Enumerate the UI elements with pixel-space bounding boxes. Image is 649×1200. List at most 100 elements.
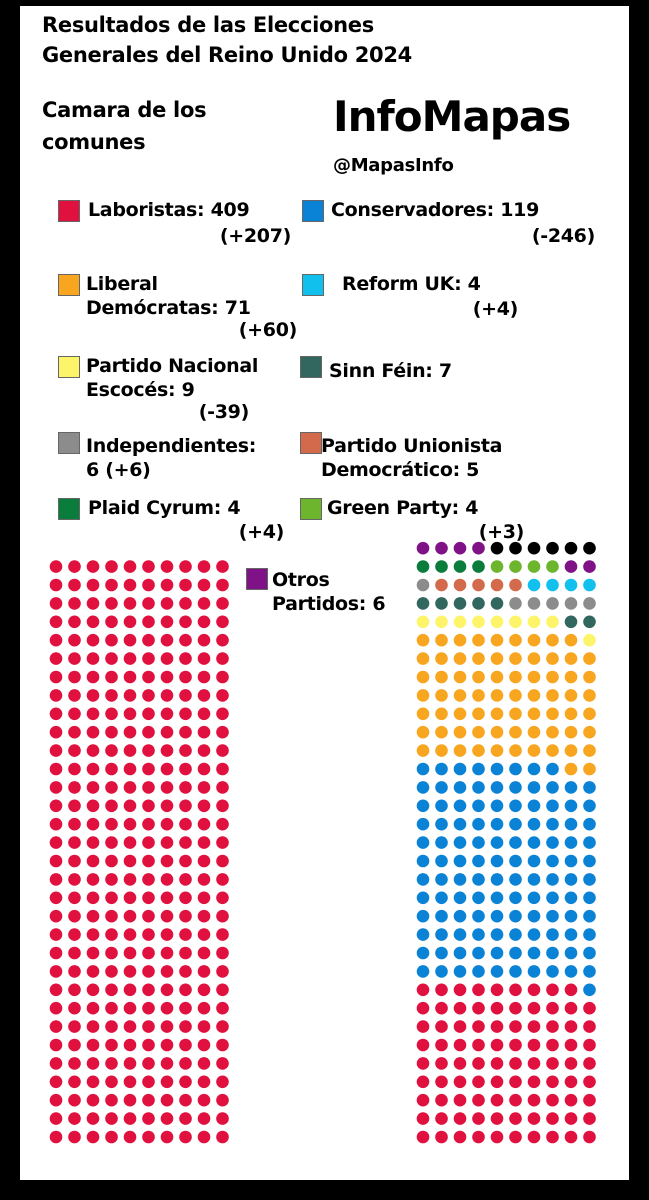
seat-dot-party (490, 1093, 504, 1107)
seat-dot-party (490, 1038, 504, 1052)
seat-dot-party (564, 1130, 578, 1144)
seat-dot-party (527, 1130, 541, 1144)
seat-dot-party (68, 983, 81, 997)
seat-dot-party (435, 983, 448, 997)
seat-dot-party (142, 633, 155, 647)
seat-dot-party (509, 873, 522, 886)
seat-dot-party (179, 799, 192, 813)
seat-dot-party (160, 652, 174, 665)
seat-dot-party (527, 1020, 541, 1033)
seat-dot-party (216, 909, 229, 923)
seat-dot-party (564, 725, 578, 739)
seat-dot-party (160, 836, 174, 849)
seat-dot-party (472, 836, 485, 849)
seat-dot-party (216, 1038, 229, 1052)
seat-dot-party (105, 1112, 118, 1125)
seat-dot-party (546, 1112, 559, 1125)
seat-dot-party (435, 817, 448, 831)
seat-dot-party (490, 560, 504, 573)
seat-dot-party (86, 854, 100, 868)
seat-dot-party (435, 633, 448, 647)
seat-dot-party (86, 1020, 100, 1033)
seat-dot-party (142, 836, 155, 849)
seat-dot-party (68, 1112, 81, 1125)
seat-dot-party (179, 689, 192, 702)
seat-dot-party (527, 597, 541, 610)
seat-dot-party (509, 928, 522, 941)
seat-dot-party (49, 725, 63, 739)
seat-dot-party (435, 799, 448, 813)
seat-dot-party (583, 1112, 596, 1125)
seat-dot-party (564, 909, 578, 923)
seat-dot-party (142, 928, 155, 941)
seat-dot-party (583, 873, 596, 886)
seat-dot-party (490, 1001, 504, 1015)
seat-dot-party (179, 744, 192, 757)
seat-dot-party (216, 928, 229, 941)
seat-dot-party (216, 762, 229, 776)
seat-dot-party (105, 946, 118, 960)
seat-dot-party (435, 597, 448, 610)
seat-dot-party (509, 689, 522, 702)
seat-dot-party (453, 909, 467, 923)
seat-dot-party (435, 652, 448, 665)
seat-dot-party (179, 781, 192, 794)
seat-dot-party (123, 836, 137, 849)
legend-change-libdem: (+60) (238, 319, 298, 341)
seat-dot-party (123, 1130, 137, 1144)
seat-dot-party (416, 1130, 430, 1144)
seat-dot-party (68, 1020, 81, 1033)
seat-dot-party (472, 560, 485, 573)
seat-dot-party (490, 873, 504, 886)
seat-dot-party (197, 670, 211, 684)
seat-dot-party (564, 817, 578, 831)
seat-dot-party (86, 689, 100, 702)
seat-dot-party (416, 689, 430, 702)
seat-dot-party (49, 597, 63, 610)
seat-dot-party (546, 633, 559, 647)
seat-dot-party (49, 1020, 63, 1033)
seat-dot-party (490, 836, 504, 849)
seat-dot-party (472, 578, 485, 592)
seat-dot-party (49, 670, 63, 684)
seat-dot-party (68, 744, 81, 757)
seat-dot-party (472, 652, 485, 665)
seat-dot-party (216, 836, 229, 849)
seat-dot-party (197, 1038, 211, 1052)
seat-dot-party (564, 1001, 578, 1015)
seat-dot-party (490, 1130, 504, 1144)
seat-dot-party (453, 1038, 467, 1052)
seat-dot-party (453, 578, 467, 592)
seat-dot-party (472, 670, 485, 684)
seat-dot-party (105, 983, 118, 997)
seat-dot-party (197, 633, 211, 647)
seat-dot-party (509, 854, 522, 868)
seat-dot-party (160, 1001, 174, 1015)
seat-dot-party (435, 670, 448, 684)
seat-dot-party (527, 873, 541, 886)
seat-dot-party (453, 744, 467, 757)
seat-dot-party (453, 1112, 467, 1125)
seat-dot-party (472, 597, 485, 610)
seat-dot-party (490, 615, 504, 629)
seat-dot-party (49, 762, 63, 776)
seat-dot-party (527, 652, 541, 665)
seat-dot-party (86, 578, 100, 592)
seat-dot-party (583, 1038, 596, 1052)
seat-dot-party (216, 1057, 229, 1070)
seat-dot-party (197, 909, 211, 923)
seat-dot-party (68, 965, 81, 978)
seat-dot-party (179, 560, 192, 573)
seat-dot-party (564, 578, 578, 592)
seat-dot-party (509, 1093, 522, 1107)
seat-dot-party (68, 781, 81, 794)
seat-dot-party (179, 1093, 192, 1107)
seat-dot-party (86, 615, 100, 629)
seat-dot-party (472, 541, 485, 555)
legend-swatch-laboristas (58, 200, 80, 222)
seat-dot-party (105, 817, 118, 831)
legend-change-reform: (+4) (472, 298, 519, 320)
seat-dot-party (179, 762, 192, 776)
seat-dot-party (197, 560, 211, 573)
seat-dot-party (564, 891, 578, 905)
